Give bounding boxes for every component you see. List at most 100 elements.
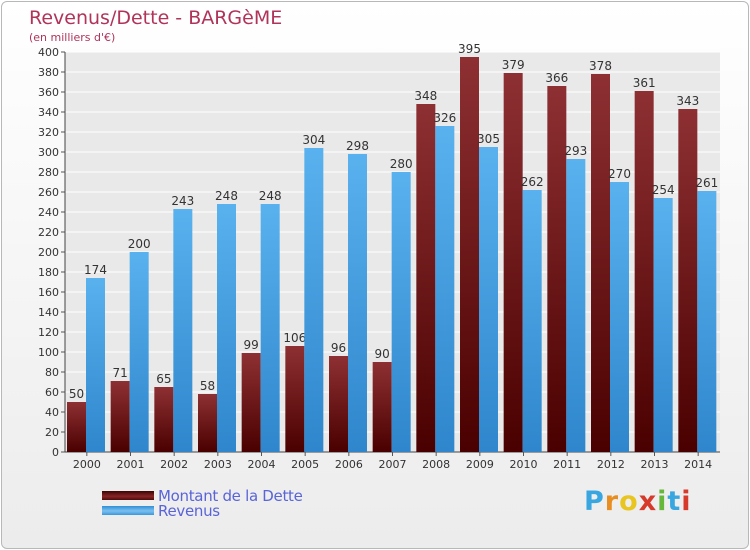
- bar-debt: [547, 86, 567, 452]
- logo-letter: o: [619, 486, 639, 517]
- bar-debt: [67, 402, 86, 452]
- logo-letter: P: [584, 486, 605, 517]
- legend-swatch-revenue: [102, 506, 154, 515]
- data-label-debt: 395: [458, 42, 481, 56]
- logo-letter: i: [681, 486, 692, 517]
- bar-revenue: [610, 182, 629, 452]
- y-tick-label: 160: [38, 286, 59, 299]
- bar-debt: [460, 57, 479, 452]
- y-tick-label: 0: [52, 446, 59, 459]
- data-label-debt: 50: [69, 387, 84, 401]
- data-label-revenue: 305: [477, 132, 500, 146]
- x-tick-label: 2013: [641, 458, 669, 471]
- y-tick-label: 100: [38, 346, 59, 359]
- chart-subtitle: (en milliers d'€): [29, 31, 116, 44]
- data-label-revenue: 262: [521, 175, 544, 189]
- data-label-revenue: 298: [346, 139, 369, 153]
- bar-debt: [110, 381, 130, 452]
- bar-revenue: [217, 204, 236, 452]
- bar-debt: [503, 73, 523, 452]
- y-tick-label: 320: [38, 126, 59, 139]
- data-label-debt: 379: [502, 58, 525, 72]
- data-label-debt: 99: [244, 338, 259, 352]
- logo-letter: x: [638, 486, 658, 517]
- bar-revenue: [522, 190, 542, 452]
- x-tick-label: 2007: [379, 458, 407, 471]
- data-label-debt: 65: [156, 372, 171, 386]
- y-tick-label: 340: [38, 106, 59, 119]
- bar-debt: [591, 74, 610, 452]
- bar-revenue: [348, 154, 367, 452]
- data-label-revenue: 280: [390, 157, 413, 171]
- x-tick-label: 2011: [553, 458, 581, 471]
- data-label-revenue: 304: [302, 133, 325, 147]
- data-label-revenue: 200: [128, 237, 151, 251]
- y-tick-label: 80: [45, 366, 59, 379]
- bar-debt: [198, 394, 217, 452]
- data-label-revenue: 248: [259, 189, 282, 203]
- legend-swatch-debt: [102, 491, 154, 500]
- x-tick-label: 2003: [204, 458, 232, 471]
- bar-debt: [329, 356, 348, 452]
- data-label-revenue: 254: [652, 183, 675, 197]
- x-tick-label: 2005: [291, 458, 319, 471]
- data-label-debt: 378: [589, 59, 612, 73]
- bar-debt: [678, 109, 698, 452]
- bar-debt: [372, 362, 392, 452]
- data-label-debt: 361: [633, 76, 656, 90]
- y-tick-label: 60: [45, 386, 59, 399]
- data-label-revenue: 293: [564, 144, 587, 158]
- bar-debt: [416, 104, 436, 452]
- bar-debt: [285, 346, 305, 452]
- y-tick-label: 380: [38, 66, 59, 79]
- x-tick-label: 2010: [510, 458, 538, 471]
- bar-revenue: [86, 278, 105, 452]
- y-tick-label: 180: [38, 266, 59, 279]
- bar-revenue: [653, 198, 673, 452]
- x-tick-label: 2000: [73, 458, 101, 471]
- data-label-debt: 106: [283, 331, 306, 345]
- bar-revenue: [129, 252, 149, 452]
- legend-label-revenue: Revenus: [158, 502, 220, 520]
- data-label-revenue: 270: [608, 167, 631, 181]
- bar-revenue: [479, 147, 498, 452]
- y-tick-label: 200: [38, 246, 59, 259]
- x-tick-label: 2006: [335, 458, 363, 471]
- data-label-debt: 348: [414, 89, 437, 103]
- data-label-debt: 90: [375, 347, 390, 361]
- bar-revenue: [391, 172, 411, 452]
- logo-letter: i: [657, 486, 668, 517]
- bar-revenue: [697, 191, 717, 452]
- bar-debt: [241, 353, 261, 452]
- bar-revenue: [566, 159, 586, 452]
- data-label-debt: 366: [545, 71, 568, 85]
- logo-letter: t: [667, 486, 682, 517]
- x-tick-label: 2008: [422, 458, 450, 471]
- y-tick-label: 240: [38, 206, 59, 219]
- chart-title: Revenus/Dette - BARGèME: [29, 7, 283, 29]
- data-label-debt: 58: [200, 379, 215, 393]
- x-tick-label: 2004: [248, 458, 276, 471]
- proxiti-logo: Proxiti: [584, 486, 692, 517]
- x-tick-label: 2012: [597, 458, 625, 471]
- y-tick-label: 360: [38, 86, 59, 99]
- y-tick-label: 40: [45, 406, 59, 419]
- y-tick-label: 280: [38, 166, 59, 179]
- y-tick-label: 400: [38, 46, 59, 59]
- bar-debt: [154, 387, 174, 452]
- data-label-debt: 71: [113, 366, 128, 380]
- y-tick-label: 120: [38, 326, 59, 339]
- data-label-revenue: 243: [171, 194, 194, 208]
- bar-revenue: [260, 204, 280, 452]
- bar-revenue: [304, 148, 324, 452]
- y-tick-label: 140: [38, 306, 59, 319]
- y-tick-label: 260: [38, 186, 59, 199]
- bar-revenue: [435, 126, 455, 452]
- logo-letter: r: [604, 486, 620, 517]
- data-label-revenue: 174: [84, 263, 107, 277]
- x-tick-label: 2002: [160, 458, 188, 471]
- y-tick-label: 220: [38, 226, 59, 239]
- y-tick-label: 20: [45, 426, 59, 439]
